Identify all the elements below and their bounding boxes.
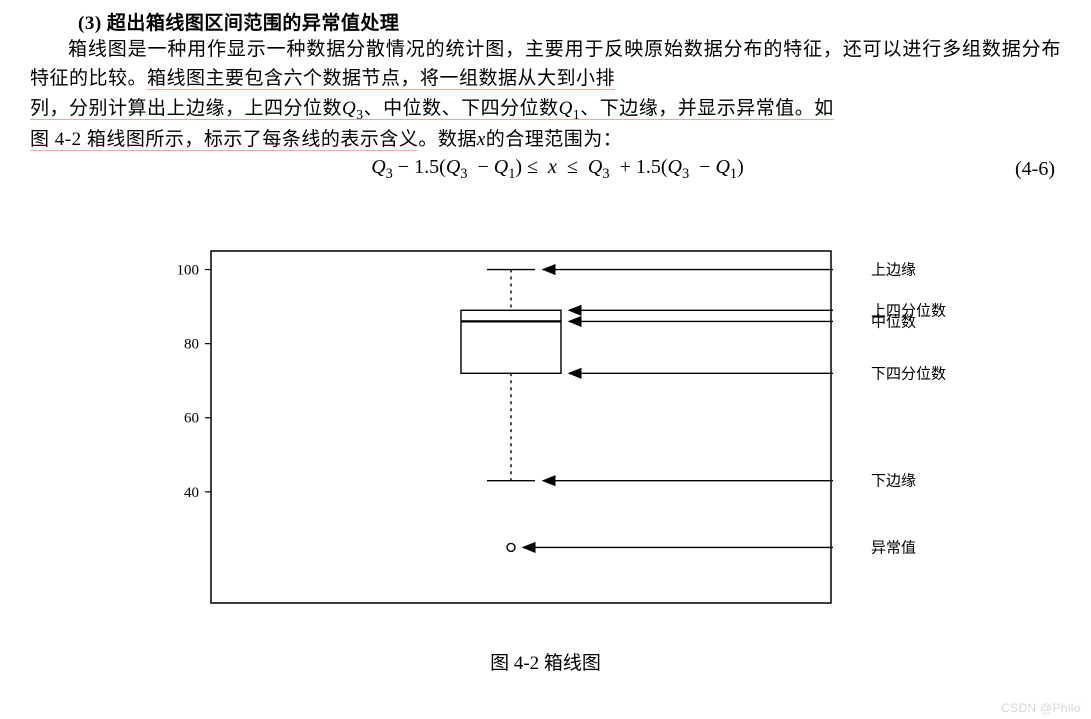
lower-whisker-label: 下边缘 [871,473,916,490]
formula: Q3 − 1.5(Q3 − Q1) ≤ x ≤ Q3 + 1.5(Q3 − Q1… [30,156,945,183]
para-seg2-mid: 、中位数、下四分位数 [364,98,559,120]
formula-number: (4-6) [945,158,1061,181]
figure-caption: 图 4-2 箱线图 [30,648,1061,675]
ytick-label: 80 [184,337,199,353]
para-seg2-end: 、下边缘，并显示异常值。如 [580,98,834,120]
paragraph-line: 箱线图是一种用作显示一种数据分散情况的统计图，主要用于反映原始数据分布的特征，还… [30,35,1061,94]
outlier-point [507,544,515,552]
section-heading: (3) 超出箱线图区间范围的异常值处理 [30,8,1061,35]
body-paragraph: 箱线图是一种用作显示一种数据分散情况的统计图，主要用于反映原始数据分布的特征，还… [30,35,1061,154]
iqr-box [461,311,561,374]
ytick-label: 60 [184,411,199,427]
q1-label: 下四分位数 [871,366,946,383]
section-title-text: 超出箱线图区间范围的异常值处理 [107,13,400,34]
chart-panel [211,251,831,603]
q1-symbol: Q1 [559,98,581,120]
outlier-label: 异常值 [871,540,916,557]
para-seg3-plain: 。数据 [418,129,477,150]
para-seg2b-underlined: 列，分别计算出上边缘，上四分位数 [30,98,342,120]
ytick-label: 100 [176,263,199,279]
ytick-label: 40 [184,485,199,501]
q3-symbol: Q3 [342,98,364,120]
median-label: 中位数 [871,314,916,331]
para-seg2a-underlined: 箱线图主要包含六个数据节点，将一组数据从大到小排 [147,68,615,90]
paragraph-line: 列，分别计算出上边缘，上四分位数Q3、中位数、下四分位数Q1、下边缘，并显示异常… [30,94,1061,125]
watermark: CSDN @Philo` [1001,701,1085,715]
para-seg3-tail: 的合理范围为： [486,129,623,150]
figure: 406080100上边缘上四分位数中位数下四分位数下边缘异常值 图 4-2 箱线… [30,223,1061,675]
formula-row: Q3 − 1.5(Q3 − Q1) ≤ x ≤ Q3 + 1.5(Q3 − Q1… [30,156,1061,183]
page: { "section": { "number": "(3)", "title":… [0,0,1091,719]
upper-whisker-label: 上边缘 [871,262,916,279]
x-symbol: x [477,129,486,150]
boxplot-svg: 406080100上边缘上四分位数中位数下四分位数下边缘异常值 [101,223,991,633]
section-number: (3) [78,13,102,34]
para-seg3-underlined: 图 4-2 箱线图所示，标示了每条线的表示含义 [30,129,418,151]
paragraph-line: 图 4-2 箱线图所示，标示了每条线的表示含义。数据x的合理范围为： [30,125,1061,154]
